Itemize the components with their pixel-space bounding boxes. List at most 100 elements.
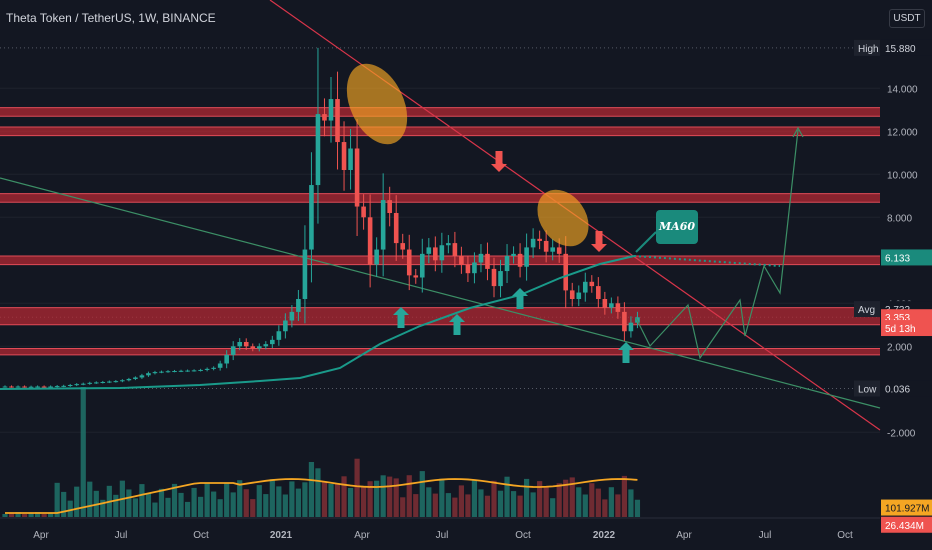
candle-body <box>609 303 614 308</box>
candle-93 <box>609 297 614 314</box>
candle-body <box>302 249 308 299</box>
volume-bar-32 <box>211 491 217 517</box>
volume-bar-71 <box>465 494 471 517</box>
candle-body <box>315 114 321 186</box>
price-tag-1: 6.133 <box>881 249 932 266</box>
volume-bar-45 <box>295 488 301 517</box>
resistance-zone-4 <box>0 307 880 325</box>
volume-bar-68 <box>445 493 451 517</box>
candle-50 <box>328 77 334 143</box>
price-tag-label-box <box>854 380 880 397</box>
price-tick-label: 10.000 <box>887 170 918 181</box>
candle-61 <box>400 233 406 259</box>
price-tag-label: Low <box>858 385 877 396</box>
price-tag-value: 101.927M <box>885 504 929 515</box>
candle-body <box>41 386 47 388</box>
candle-10 <box>67 383 73 387</box>
candle-14 <box>93 381 99 384</box>
price-tag-box <box>881 39 932 56</box>
candle-5 <box>35 385 40 388</box>
volume-bar-70 <box>458 485 464 517</box>
candle-body <box>237 342 243 347</box>
volume-bar-6 <box>41 514 47 517</box>
volume-bar-97 <box>634 499 641 517</box>
candle-body <box>485 253 490 269</box>
volume-bar-60 <box>393 478 399 517</box>
candle-25 <box>165 370 171 373</box>
candle-body <box>139 375 145 378</box>
volume-bar-28 <box>184 501 191 517</box>
candle-21 <box>139 373 145 379</box>
candle-66 <box>433 236 438 272</box>
price-tag-7: 26.434M <box>881 516 932 533</box>
candle-26 <box>172 369 177 373</box>
candle-body <box>107 381 112 383</box>
price-tag-box <box>881 499 932 516</box>
volume-bar-96 <box>628 489 634 517</box>
candle-body <box>406 249 412 276</box>
candle-body <box>582 281 588 293</box>
volume-bar-19 <box>126 489 132 517</box>
price-tag-value: 3.353 <box>885 313 910 324</box>
volume-bars <box>2 387 641 517</box>
time-tick-label: 2022 <box>593 530 616 541</box>
price-tag-5: Low 0.036 <box>854 380 932 397</box>
candle-59 <box>387 186 392 227</box>
candle-9 <box>61 384 66 388</box>
candle-body <box>615 303 621 312</box>
candle-body <box>433 247 438 261</box>
candle-88 <box>576 285 582 307</box>
candle-67 <box>439 232 445 273</box>
volume-bar-50 <box>328 484 334 517</box>
volume-bar-61 <box>400 497 406 517</box>
candle-4 <box>28 385 34 388</box>
candle-body <box>563 253 569 291</box>
candle-body <box>530 238 536 248</box>
volume-bar-46 <box>302 482 308 517</box>
candle-body <box>152 372 158 374</box>
volume-bar-24 <box>158 488 165 517</box>
volume-bar-12 <box>80 387 86 517</box>
candle-36 <box>237 338 243 351</box>
volume-bar-90 <box>589 483 595 517</box>
candle-body <box>120 380 125 382</box>
chart-title: Theta Token / TetherUS, 1W, BINANCE <box>6 11 216 25</box>
volume-bar-5 <box>35 512 41 517</box>
candle-96 <box>628 316 634 338</box>
candle-41 <box>270 335 275 349</box>
volume-bar-2 <box>15 512 21 517</box>
currency-selector[interactable]: USDT <box>889 9 925 28</box>
volume-bar-51 <box>334 484 341 517</box>
ma60-projection <box>633 255 781 267</box>
candle-body <box>511 253 516 256</box>
volume-bar-1 <box>8 513 15 517</box>
candle-48 <box>315 47 321 224</box>
candle-33 <box>217 360 223 371</box>
volume-bar-15 <box>100 499 106 517</box>
candle-24 <box>159 370 164 374</box>
volume-bar-8 <box>54 482 60 517</box>
candle-body <box>628 322 634 332</box>
candle-body <box>576 292 582 299</box>
volume-bar-3 <box>21 514 28 517</box>
candle-37 <box>243 338 249 350</box>
price-tag-box <box>881 320 932 337</box>
candle-body <box>15 386 21 388</box>
rejection-highlight-ellipse <box>537 189 589 247</box>
candle-1 <box>9 385 14 388</box>
candle-22 <box>146 371 151 377</box>
candle-72 <box>472 252 477 284</box>
volume-bar-7 <box>48 513 54 517</box>
price-tag-box <box>881 380 932 397</box>
candle-86 <box>563 236 569 309</box>
volume-bar-83 <box>543 486 549 517</box>
volume-bar-9 <box>61 491 67 517</box>
candle-body <box>439 245 445 261</box>
candle-body <box>472 262 477 274</box>
price-tag-6: 101.927M <box>881 499 932 516</box>
candle-62 <box>406 234 412 291</box>
volume-bar-78 <box>510 491 517 517</box>
volume-bar-11 <box>74 486 80 517</box>
candle-body <box>217 363 223 368</box>
